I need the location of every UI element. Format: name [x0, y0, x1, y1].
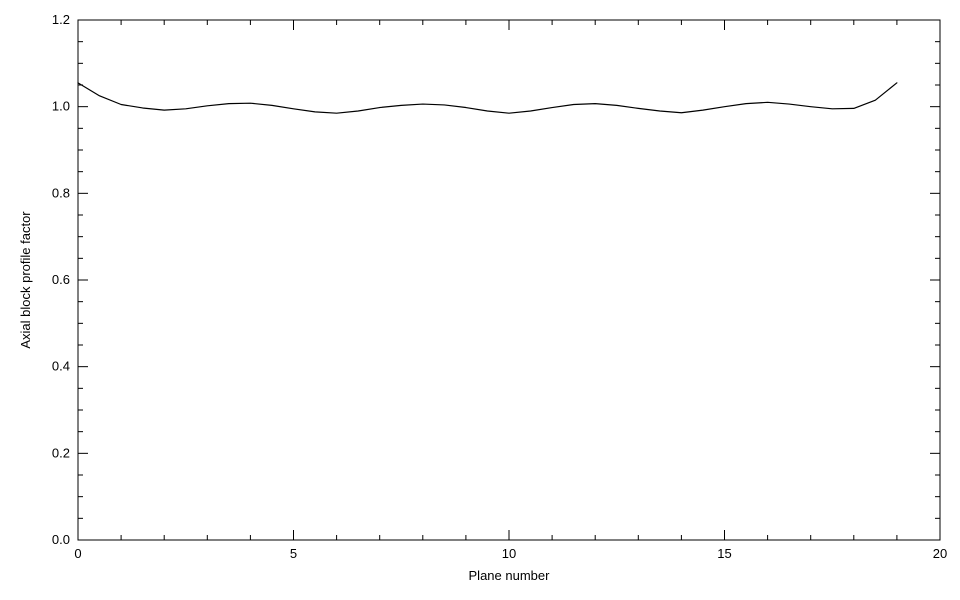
x-tick-label: 20 [933, 546, 947, 561]
y-tick-label: 0.8 [52, 185, 70, 200]
x-tick-label: 10 [502, 546, 516, 561]
y-tick-label: 1.0 [52, 99, 70, 114]
y-tick-label: 0.0 [52, 532, 70, 547]
x-axis-label: Plane number [469, 568, 551, 583]
y-tick-label: 0.2 [52, 445, 70, 460]
x-tick-label: 5 [290, 546, 297, 561]
x-tick-label: 0 [74, 546, 81, 561]
y-tick-label: 0.4 [52, 359, 70, 374]
x-tick-label: 15 [717, 546, 731, 561]
line-chart: 0 5 10 15 20 0.0 0.2 0.4 0.6 0.8 1.0 1.2 Plane numbe… [0, 0, 960, 600]
y-axis-label: Axial block profile factor [18, 211, 33, 349]
y-tick-label: 1.2 [52, 12, 70, 27]
y-tick-label: 0.6 [52, 272, 70, 287]
